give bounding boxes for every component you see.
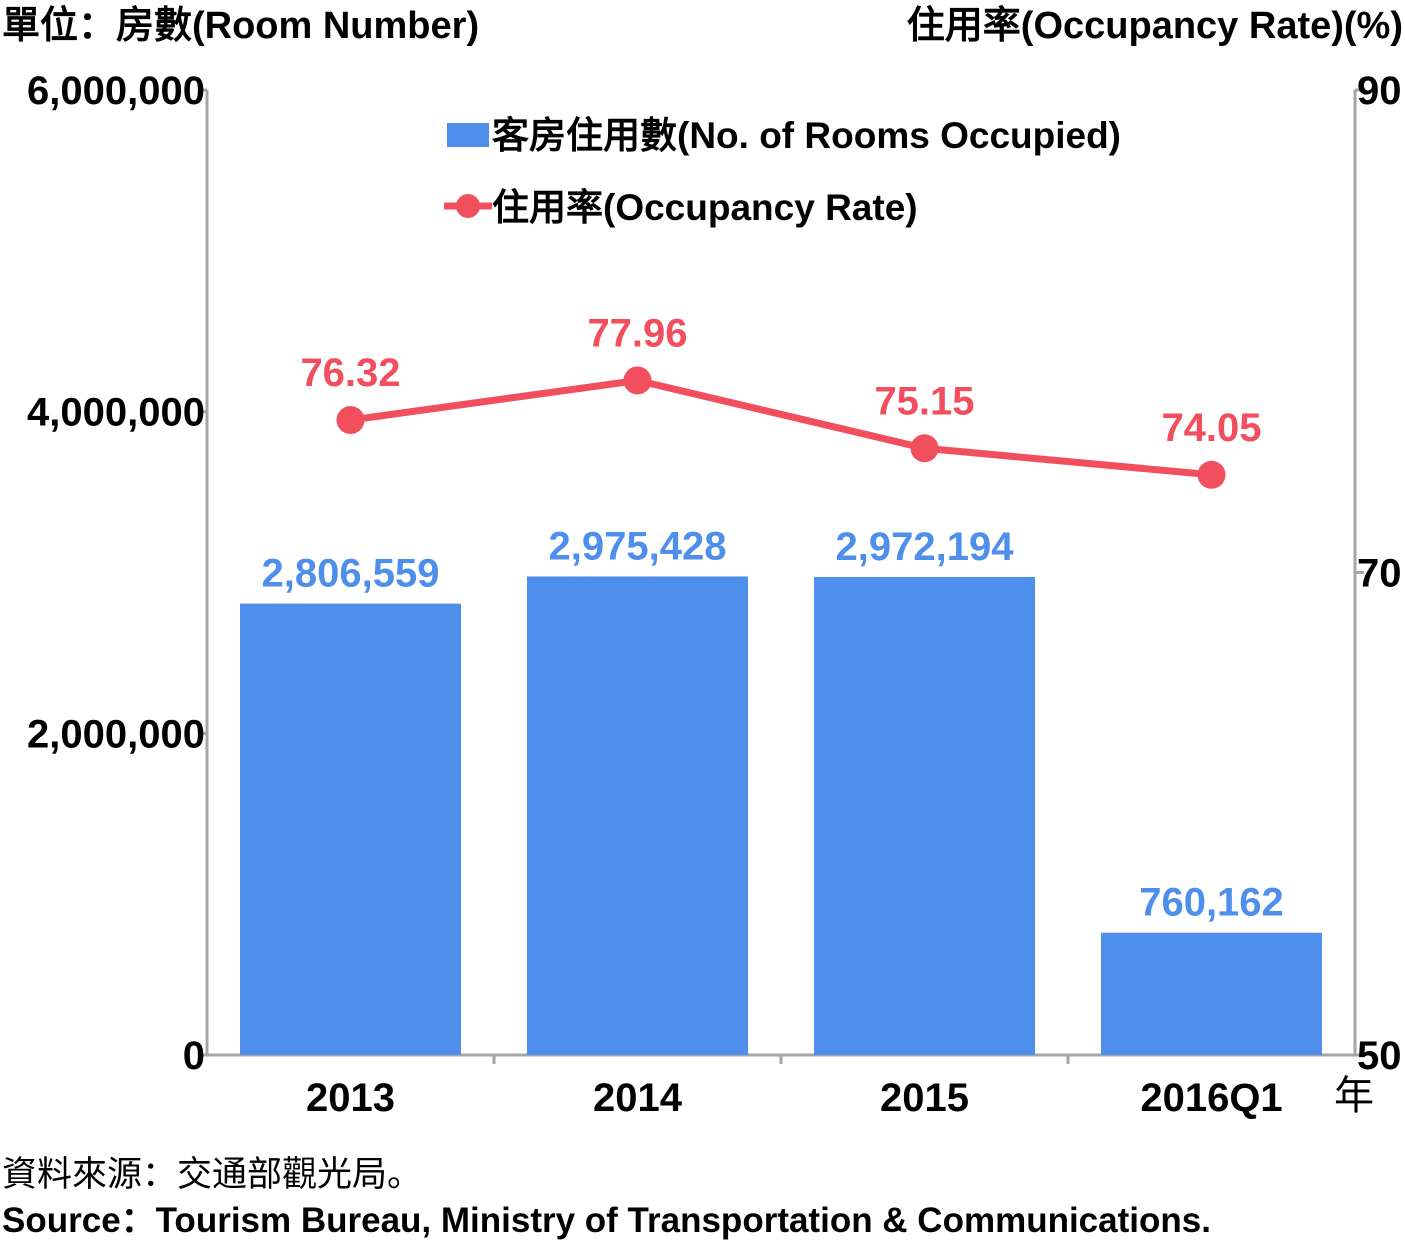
legend-line-label: 住用率(Occupancy Rate) [492, 187, 918, 228]
source-en: Source：Tourism Bureau, Ministry of Trans… [2, 1201, 1211, 1240]
occupancy-line [350, 376, 1212, 479]
line-data-label: 76.32 [300, 351, 400, 395]
right-axis-tick-label: 50 [1357, 1034, 1402, 1078]
right-axis-ticks: 50 70 90 [1355, 69, 1402, 1078]
line-point [910, 434, 939, 463]
line-data-label: 77.96 [587, 311, 687, 355]
line-point [623, 366, 652, 395]
line-data-label: 74.05 [1161, 406, 1261, 450]
bar-data-label: 760,162 [1139, 881, 1284, 925]
bar-data-label: 2,806,559 [262, 552, 440, 596]
left-axis-title: 單位：房數(Room Number) [2, 5, 479, 47]
line-series: 76.32 77.96 75.15 74.05 [300, 311, 1262, 489]
left-axis-tick-label: 6,000,000 [27, 69, 205, 113]
right-axis-tick-label: 70 [1357, 552, 1402, 596]
source-zh: 資料來源：交通部觀光局。 [2, 1155, 422, 1194]
left-axis-tick-label: 2,000,000 [27, 712, 205, 756]
bar [240, 603, 461, 1055]
line-point [336, 406, 365, 435]
legend-line-marker [456, 194, 480, 218]
legend-bar-swatch [447, 123, 489, 147]
bar-data-label: 2,972,194 [836, 525, 1015, 569]
right-axis-title: 住用率(Occupancy Rate)(%) [907, 5, 1403, 47]
line-data-label: 75.15 [874, 379, 974, 423]
x-axis-tick-label: 2013 [306, 1076, 395, 1120]
legend-bar-label: 客房住用數(No. of Rooms Occupied) [492, 115, 1121, 156]
bar-data-label: 2,975,428 [549, 524, 727, 568]
x-axis-tick-label: 2014 [593, 1076, 683, 1120]
bar-series: 2,806,559 2,975,428 2,972,194 760,162 [240, 524, 1322, 1055]
x-axis-tick-label: 2016Q1 [1140, 1076, 1282, 1120]
bar [1101, 932, 1322, 1055]
x-axis-unit: 年 [1334, 1074, 1374, 1118]
x-axis-tick-label: 2015 [880, 1076, 969, 1120]
left-axis-ticks: 0 2,000,000 4,000,000 6,000,000 [27, 69, 207, 1078]
legend: 客房住用數(No. of Rooms Occupied) 住用率(Occupan… [444, 115, 1121, 228]
left-axis-tick-label: 4,000,000 [27, 391, 205, 435]
line-point [1197, 460, 1226, 489]
bar [527, 576, 748, 1055]
left-axis-tick-label: 0 [183, 1034, 205, 1078]
bar [814, 576, 1035, 1055]
right-axis-tick-label: 90 [1357, 69, 1402, 113]
x-axis-ticks: 2013 2014 2015 2016Q1 [306, 1055, 1283, 1120]
